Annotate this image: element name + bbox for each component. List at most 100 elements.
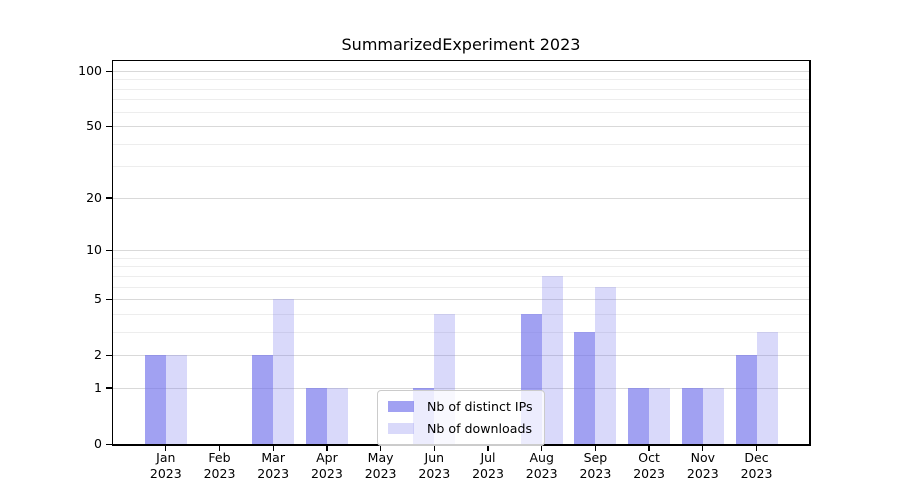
x-tick-mark bbox=[487, 446, 489, 451]
x-tick-label: Sep 2023 bbox=[555, 450, 635, 482]
legend-item-downloads: Nb of downloads bbox=[388, 421, 533, 436]
bar-distinct-ips bbox=[681, 387, 703, 444]
x-tick-label-month: Oct bbox=[638, 450, 660, 465]
x-tick-label: Dec 2023 bbox=[717, 450, 797, 482]
y-tick-mark bbox=[106, 249, 112, 252]
bar-downloads bbox=[326, 387, 348, 444]
gridline-minor bbox=[113, 79, 809, 81]
bar-downloads bbox=[702, 387, 724, 444]
y-tick-mark bbox=[106, 354, 112, 357]
y-tick-mark bbox=[106, 443, 112, 445]
x-tick-label: Feb 2023 bbox=[180, 450, 260, 482]
x-tick-label-month: Feb bbox=[208, 450, 231, 465]
chart-title: SummarizedExperiment 2023 bbox=[341, 35, 581, 54]
legend-item-distinct-ips: Nb of distinct IPs bbox=[388, 399, 533, 414]
y-tick-label: 10 bbox=[86, 242, 102, 258]
bar-distinct-ips bbox=[628, 387, 650, 444]
y-tick-mark bbox=[106, 387, 112, 389]
gridline-minor bbox=[113, 111, 809, 113]
x-tick-label-month: Jan bbox=[156, 450, 176, 465]
x-tick-label-year: 2023 bbox=[740, 466, 773, 481]
bar-distinct-ips bbox=[252, 355, 274, 444]
gridline-major bbox=[113, 299, 809, 301]
y-tick-label: 50 bbox=[86, 118, 102, 134]
x-tick-label-month: Mar bbox=[261, 450, 285, 465]
gridline-minor bbox=[113, 331, 809, 333]
x-tick-label-year: 2023 bbox=[149, 466, 182, 481]
x-tick-label-month: May bbox=[367, 450, 394, 465]
x-tick-mark bbox=[702, 446, 704, 451]
x-tick-label: Oct 2023 bbox=[609, 450, 689, 482]
x-tick-label: Jan 2023 bbox=[126, 450, 206, 482]
x-tick-mark bbox=[594, 446, 597, 451]
x-tick-label: Apr 2023 bbox=[287, 450, 367, 482]
legend-label-downloads: Nb of downloads bbox=[427, 421, 533, 436]
plot-area bbox=[106, 59, 811, 451]
x-tick-label-year: 2023 bbox=[633, 466, 665, 481]
x-tick-label-month: Nov bbox=[690, 450, 715, 465]
legend-swatch-downloads-icon bbox=[388, 423, 414, 434]
x-tick-mark bbox=[218, 446, 221, 451]
x-tick-label: Jul 2023 bbox=[448, 450, 528, 482]
bar-downloads bbox=[541, 275, 563, 444]
legend-label-distinct-ips: Nb of distinct IPs bbox=[427, 399, 533, 414]
x-tick-label-month: Sep bbox=[583, 450, 608, 465]
legend: Nb of distinct IPs Nb of downloads bbox=[377, 390, 545, 446]
bar-downloads bbox=[595, 286, 617, 444]
x-tick-label-year: 2023 bbox=[364, 466, 397, 481]
gridline-minor bbox=[113, 257, 809, 259]
gridline-major bbox=[113, 355, 809, 357]
gridline-major bbox=[113, 71, 809, 72]
gridline-minor bbox=[113, 143, 809, 145]
x-tick-label-year: 2023 bbox=[472, 466, 504, 481]
x-tick-label-month: Apr bbox=[316, 450, 338, 465]
y-tick-label: 5 bbox=[94, 291, 102, 307]
y-tick-label: 1 bbox=[94, 379, 102, 395]
x-tick-mark bbox=[433, 446, 435, 451]
bar-downloads bbox=[165, 355, 187, 444]
axis-spine-right bbox=[809, 59, 811, 446]
x-tick-mark bbox=[165, 446, 167, 451]
y-tick-mark bbox=[106, 197, 112, 199]
x-tick-mark bbox=[272, 446, 274, 451]
x-tick-label: May 2023 bbox=[341, 450, 421, 482]
y-tick-mark bbox=[106, 70, 112, 72]
x-tick-label: Jun 2023 bbox=[394, 450, 474, 482]
x-tick-label-month: Jun bbox=[424, 450, 445, 465]
gridline-minor bbox=[113, 313, 809, 315]
x-tick-label: Aug 2023 bbox=[502, 450, 582, 482]
gridline-major bbox=[113, 387, 809, 389]
x-tick-label: Nov 2023 bbox=[663, 450, 743, 482]
gridline-minor bbox=[113, 88, 809, 90]
gridline-major bbox=[113, 197, 809, 199]
x-tick-label-month: Aug bbox=[529, 450, 554, 465]
bar-downloads bbox=[273, 299, 295, 444]
x-tick-label-year: 2023 bbox=[686, 466, 719, 481]
y-tick-label: 100 bbox=[78, 63, 102, 78]
bar-distinct-ips bbox=[574, 331, 596, 444]
x-tick-label-year: 2023 bbox=[418, 466, 451, 481]
axis-spine-left bbox=[111, 59, 113, 446]
x-tick-mark bbox=[379, 446, 382, 451]
bar-distinct-ips bbox=[735, 355, 757, 444]
x-tick-mark bbox=[648, 446, 650, 451]
x-tick-label-year: 2023 bbox=[579, 466, 612, 481]
gridline-minor bbox=[113, 286, 809, 288]
bar-distinct-ips bbox=[144, 355, 166, 444]
x-tick-label-year: 2023 bbox=[525, 466, 558, 481]
x-tick-label-year: 2023 bbox=[310, 466, 343, 481]
bar-downloads bbox=[756, 331, 778, 444]
x-tick-mark bbox=[541, 446, 543, 451]
gridline-major bbox=[113, 250, 809, 252]
gridline-minor bbox=[113, 266, 809, 268]
bar-distinct-ips bbox=[305, 387, 327, 444]
legend-swatch-distinct-ips-icon bbox=[388, 401, 414, 412]
y-tick-label: 20 bbox=[86, 189, 102, 205]
x-tick-mark bbox=[326, 446, 328, 451]
gridline-minor bbox=[113, 275, 809, 277]
axis-spine-top bbox=[111, 59, 811, 61]
x-tick-mark bbox=[755, 446, 758, 451]
y-tick-label: 2 bbox=[94, 347, 102, 363]
gridline-minor bbox=[113, 99, 809, 101]
